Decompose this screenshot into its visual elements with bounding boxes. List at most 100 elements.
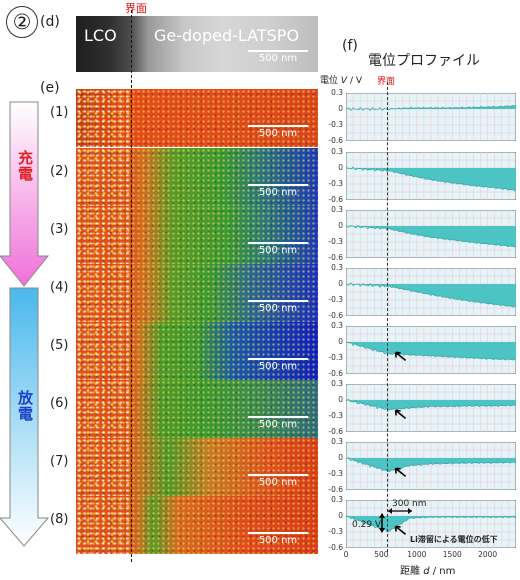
y-tick-label: 0.3: [331, 205, 343, 214]
scale-bar: 500 nm: [248, 358, 308, 372]
y-tick-label: -0.3: [328, 411, 343, 420]
y-tick-label: -0.6: [328, 427, 343, 436]
row-label: (5): [50, 338, 69, 353]
interface-line: [131, 10, 132, 562]
profile-line: [346, 514, 516, 533]
annotation-arrow: [394, 351, 407, 362]
profile-line: [346, 399, 516, 411]
tem-image: LCO Ge-doped-LATSPO 500 nm: [76, 16, 318, 72]
potential-map: 500 nm: [76, 322, 318, 380]
profile-line: [346, 224, 516, 248]
row-label: (3): [50, 222, 69, 237]
y-tick-label: 0: [338, 221, 343, 230]
potential-map: 500 nm: [76, 264, 318, 322]
y-tick-label: -0.6: [328, 195, 343, 204]
profile-plot: [346, 326, 516, 374]
row-label: (2): [50, 164, 69, 179]
annotation-029v-arrow: [379, 513, 385, 533]
y-tick-label: -0.6: [328, 485, 343, 494]
y-axis-unit: / V: [349, 76, 362, 86]
annotation-029v: 0.29 V: [352, 520, 382, 530]
profile-area: [346, 516, 516, 532]
y-tick-label: -0.6: [328, 369, 343, 378]
profile-plot: [346, 384, 516, 432]
profile-plot: [346, 210, 516, 258]
y-tick-label: -0.6: [328, 543, 343, 552]
interface-label-plot: 界面: [377, 77, 396, 87]
label-d: (d): [40, 14, 60, 30]
profile-area: [346, 284, 516, 307]
y-tick-label: 0: [338, 337, 343, 346]
y-tick-label: 0.3: [331, 88, 343, 97]
profile-line: [346, 166, 516, 192]
profile-area: [346, 400, 516, 410]
annotation-arrow: [394, 467, 407, 478]
x-axis-prefix: 距離: [400, 566, 420, 577]
y-tick-label: 0: [338, 104, 343, 113]
y-tick-label: -0.6: [328, 136, 343, 145]
y-axis-prefix: 電位: [320, 76, 339, 86]
scale-bar-text: 500 nm: [258, 361, 298, 372]
scale-bar-text: 500 nm: [258, 128, 298, 139]
x-axis-var: d: [423, 566, 430, 577]
scale-bar-text: 500 nm: [258, 419, 298, 430]
tem-scale-bar: 500 nm: [248, 50, 308, 64]
profile-plot: [346, 152, 516, 200]
scale-bar: 500 nm: [248, 242, 308, 256]
y-tick-label: 0: [338, 511, 343, 520]
scale-bar: 500 nm: [248, 300, 308, 314]
potential-map: 500 nm: [76, 438, 318, 496]
y-tick-label: -0.3: [328, 237, 343, 246]
charge-discharge-arrow: [0, 101, 50, 547]
scale-bar-text: 500 nm: [258, 477, 298, 488]
profile-area: [346, 226, 516, 247]
y-tick-label: 0: [338, 163, 343, 172]
tem-left-label: LCO: [84, 26, 117, 45]
y-tick-label: -0.3: [328, 353, 343, 362]
row-label: (8): [50, 512, 69, 527]
profile-plot: [346, 500, 516, 548]
y-tick-label: 0.3: [331, 147, 343, 156]
x-axis-unit: / nm: [432, 566, 456, 577]
scale-bar-text: 500 nm: [258, 535, 298, 546]
tem-right-label: Ge-doped-LATSPO: [154, 26, 300, 45]
profile-area: [346, 342, 516, 360]
charge-label: 充電: [18, 149, 34, 183]
scale-bar: 500 nm: [248, 474, 308, 488]
x-tick-label: 1000: [407, 550, 427, 559]
scale-bar: 500 nm: [248, 184, 308, 198]
potential-map: 500 nm: [76, 148, 318, 206]
label-f: (f): [342, 38, 358, 54]
y-axis-label: 電位 V / V: [320, 73, 362, 86]
annotation-arrow: [394, 525, 407, 536]
x-axis-label: 距離 d / nm: [400, 562, 455, 577]
scale-bar: 500 nm: [248, 532, 308, 546]
y-tick-label: -0.3: [328, 179, 343, 188]
y-tick-label: -0.6: [328, 311, 343, 320]
annotation-300nm: 300 nm: [392, 499, 427, 509]
profile-line: [346, 457, 516, 473]
row-label: (6): [50, 396, 69, 411]
y-tick-label: 0.3: [331, 321, 343, 330]
y-tick-label: 0.3: [331, 379, 343, 388]
tem-scale-text: 500 nm: [258, 53, 298, 64]
x-tick-label: 1500: [442, 550, 462, 559]
y-tick-label: 0.3: [331, 495, 343, 504]
potential-map: 500 nm: [76, 496, 318, 554]
y-tick-label: -0.3: [328, 527, 343, 536]
scale-bar: 500 nm: [248, 125, 308, 139]
profile-title: 電位プロファイル: [368, 53, 480, 69]
y-tick-label: 0.3: [331, 437, 343, 446]
row-label: (1): [50, 105, 69, 120]
scale-bar-text: 500 nm: [258, 187, 298, 198]
y-tick-label: 0: [338, 279, 343, 288]
profile-line: [346, 104, 516, 112]
annotation-arrow: [394, 409, 407, 420]
y-tick-label: -0.6: [328, 253, 343, 262]
row-label: (7): [50, 454, 69, 469]
scale-bar: 500 nm: [248, 416, 308, 430]
y-tick-label: 0: [338, 453, 343, 462]
discharge-label: 放電: [18, 389, 34, 423]
potential-map: 500 nm: [76, 206, 318, 264]
y-tick-label: 0.3: [331, 263, 343, 272]
